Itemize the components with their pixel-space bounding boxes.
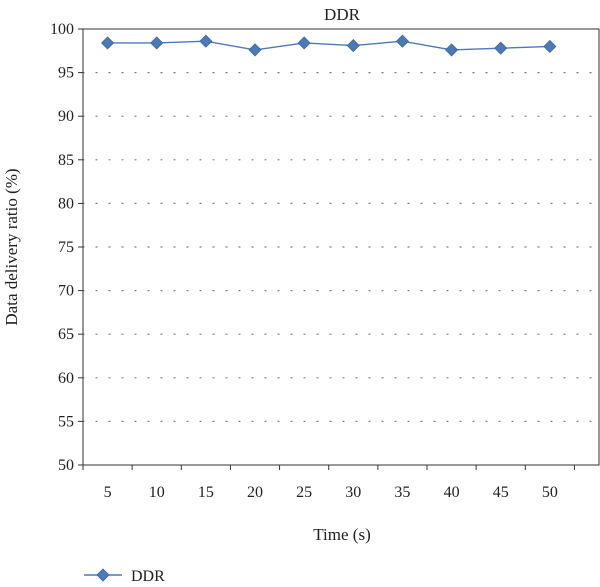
gridlines	[82, 71, 600, 422]
y-tick-label: 65	[58, 326, 74, 343]
y-tick-label: 55	[58, 413, 74, 430]
chart-title: DDR	[324, 5, 361, 24]
y-tick-label: 90	[58, 108, 74, 125]
x-tick-label: 20	[247, 484, 263, 501]
y-tick-label: 60	[58, 370, 74, 387]
data-point	[248, 43, 262, 57]
data-point	[101, 36, 115, 50]
y-tick-label: 75	[58, 239, 74, 256]
data-point	[543, 39, 557, 54]
y-axis: 50 55 60 65 70 75 80 85 90 95 100	[50, 21, 83, 474]
data-point	[395, 34, 409, 48]
data-point	[445, 43, 459, 57]
y-tick-label: 100	[50, 21, 74, 38]
series-line-ddr	[107, 40, 550, 51]
x-tick-label: 40	[444, 484, 460, 501]
y-tick-label: 70	[58, 283, 74, 300]
x-tick-label: 25	[296, 484, 312, 501]
series-markers-ddr	[101, 34, 557, 57]
legend-marker-ddr	[96, 568, 110, 582]
y-axis-label: Data delivery ratio (%)	[2, 168, 21, 325]
x-tick-label: 45	[493, 484, 509, 501]
y-tick-label: 85	[58, 152, 74, 169]
data-point	[150, 36, 164, 50]
legend-label-ddr: DDR	[131, 568, 165, 585]
x-tick-label: 10	[149, 484, 165, 501]
legend: DDR	[84, 568, 165, 585]
data-point	[494, 41, 508, 55]
x-axis-label: Time (s)	[313, 525, 370, 544]
data-point	[199, 34, 213, 48]
x-tick-label: 5	[104, 484, 112, 501]
x-tick-label: 35	[394, 484, 410, 501]
x-tick-label: 15	[198, 484, 214, 501]
y-tick-label: 80	[58, 195, 74, 212]
data-point	[346, 39, 360, 53]
y-tick-label: 50	[58, 457, 74, 474]
x-tick-label: 50	[542, 484, 558, 501]
x-tick-label: 30	[345, 484, 361, 501]
y-tick-label: 95	[58, 65, 74, 82]
data-point	[297, 36, 311, 50]
x-axis: 5 10 15 20 25 30 35 40 45 50	[82, 465, 575, 501]
